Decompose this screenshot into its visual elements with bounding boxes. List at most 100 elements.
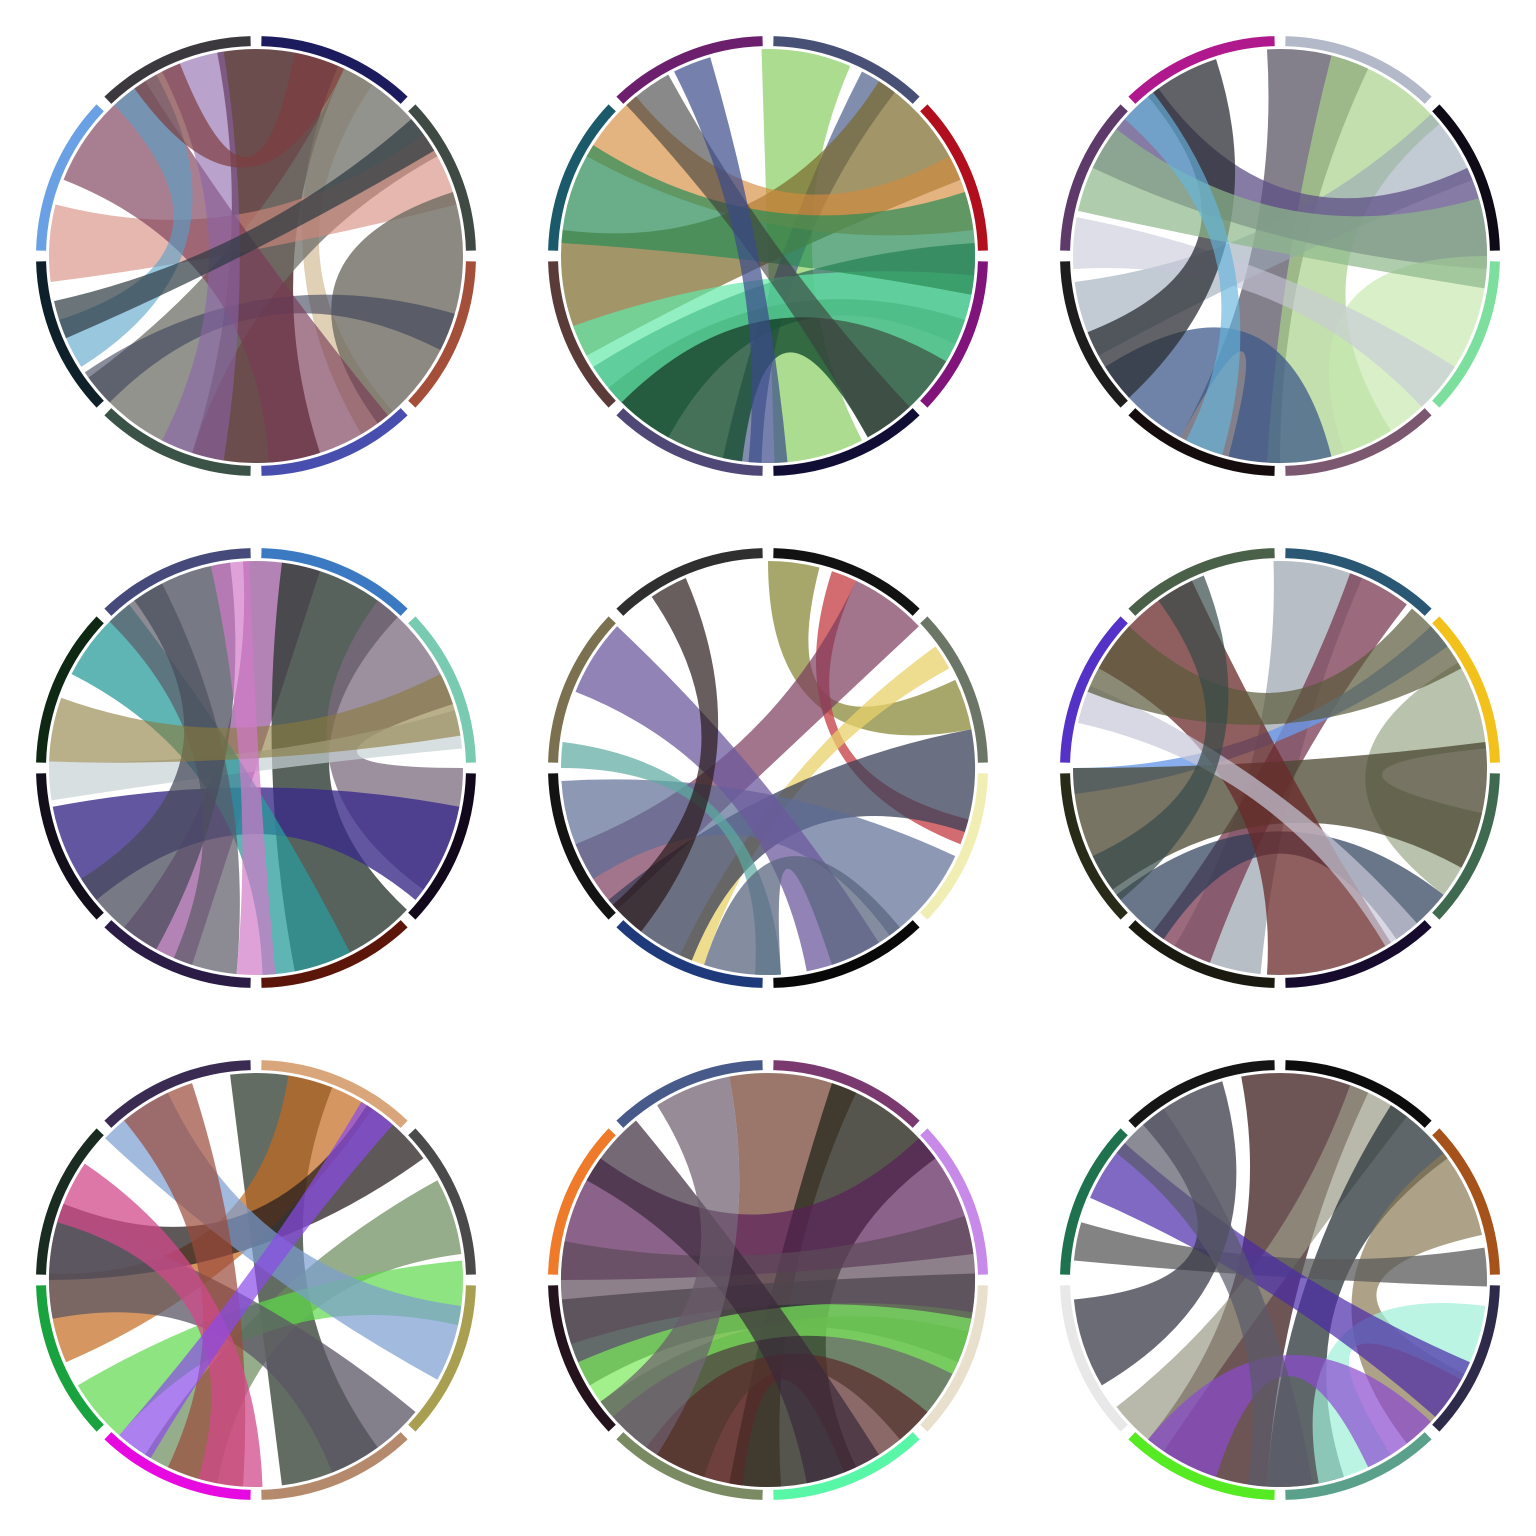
segment-arc-7 — [1060, 1128, 1128, 1275]
segment-arc-2 — [1432, 1128, 1500, 1275]
chord-ribbon-6 — [561, 779, 956, 936]
segment-arc-7 — [548, 1128, 616, 1275]
chord-ribbon-9 — [612, 578, 719, 932]
chord-ribbon-9 — [1087, 608, 1462, 725]
chord-ribbon-8 — [1148, 1355, 1431, 1477]
chord-ribbons — [1073, 48, 1487, 463]
segment-ring — [1060, 548, 1500, 988]
segment-arc-3 — [920, 773, 988, 920]
segment-arc-4 — [773, 1432, 920, 1500]
segment-arc-5 — [1128, 408, 1275, 476]
chord-ribbon-6 — [1073, 217, 1455, 407]
chord-ribbon-8 — [561, 145, 975, 295]
chord-ribbon-9 — [49, 674, 461, 763]
segment-arc-7 — [36, 616, 104, 763]
chord-ribbon-4 — [48, 134, 457, 282]
segment-arc-3 — [408, 1285, 476, 1432]
segment-ring — [548, 36, 988, 476]
segment-arc-6 — [548, 1285, 616, 1432]
segment-ring — [36, 36, 476, 476]
chord-ribbon-10 — [600, 1076, 740, 1455]
segment-arc-4 — [261, 920, 408, 988]
chord-ribbon-3 — [1267, 1105, 1448, 1487]
segment-arc-5 — [616, 1432, 763, 1500]
segment-arc-6 — [36, 261, 104, 408]
chord-ribbons — [1073, 561, 1487, 975]
chord-ribbons — [561, 49, 975, 463]
chord-ribbon-8 — [1077, 685, 1417, 947]
segment-arc-8 — [1128, 36, 1275, 104]
segment-arc-4 — [1285, 408, 1432, 476]
segment-arc-2 — [920, 616, 988, 763]
chord-diagram-svg — [1060, 548, 1500, 988]
chord-diagram-1 — [0, 0, 512, 512]
segment-arc-3 — [1432, 773, 1500, 920]
segment-arc-3 — [408, 773, 476, 920]
segment-arc-7 — [36, 104, 104, 251]
chord-ribbon-5 — [608, 729, 975, 961]
segment-arc-8 — [1128, 548, 1275, 616]
chord-ribbon-9 — [1077, 129, 1487, 289]
segment-arc-3 — [1432, 261, 1500, 408]
segment-arc-1 — [261, 36, 408, 104]
segment-arc-7 — [548, 616, 616, 763]
segment-arc-2 — [408, 616, 476, 763]
segment-arc-3 — [920, 1285, 988, 1432]
chord-ribbon-10 — [1124, 92, 1241, 455]
segment-ring — [548, 1060, 988, 1500]
chord-diagram-svg — [548, 1060, 988, 1500]
chord-ribbon-10 — [674, 57, 788, 463]
chord-ribbon-7 — [109, 583, 240, 975]
chord-ribbon-10 — [119, 1101, 393, 1459]
chord-ribbon-9 — [626, 74, 910, 438]
chord-diagram-3 — [1024, 0, 1536, 512]
chord-ribbons — [48, 49, 464, 464]
chord-diagram-svg — [548, 548, 988, 988]
segment-arc-6 — [1060, 773, 1128, 920]
chord-diagram-svg — [1060, 36, 1500, 476]
segment-arc-1 — [773, 1060, 920, 1128]
segment-arc-4 — [773, 408, 920, 476]
segment-arc-2 — [1432, 616, 1500, 763]
segment-arc-7 — [548, 104, 616, 251]
chord-ribbons — [561, 1073, 975, 1487]
segment-arc-1 — [1285, 548, 1432, 616]
segment-arc-8 — [616, 1060, 763, 1128]
chord-ribbon-10 — [1092, 575, 1229, 900]
chord-ribbon-8 — [561, 1216, 975, 1344]
segment-arc-1 — [1285, 36, 1432, 104]
segment-arc-1 — [1285, 1060, 1432, 1128]
segment-arc-4 — [1285, 920, 1432, 988]
chord-diagram-8 — [512, 1024, 1024, 1536]
segment-arc-5 — [104, 1432, 251, 1500]
segment-ring — [1060, 36, 1500, 476]
segment-arc-4 — [773, 920, 920, 988]
chord-diagram-svg — [36, 36, 476, 476]
segment-arc-1 — [773, 36, 920, 104]
chord-diagram-svg — [36, 1060, 476, 1500]
segment-ring — [548, 548, 988, 988]
chord-ribbons — [48, 1073, 463, 1487]
segment-arc-7 — [1060, 104, 1128, 251]
segment-arc-4 — [1285, 1432, 1432, 1500]
segment-arc-5 — [104, 920, 251, 988]
segment-ring — [1060, 1060, 1500, 1500]
segment-arc-6 — [548, 261, 616, 408]
chord-ribbons — [48, 561, 463, 975]
segment-arc-3 — [408, 261, 476, 408]
chord-ribbon-9 — [57, 1163, 263, 1487]
segment-ring — [36, 548, 476, 988]
segment-arc-3 — [1432, 1285, 1500, 1432]
chord-diagram-svg — [1060, 1060, 1500, 1500]
segment-arc-8 — [1128, 1060, 1275, 1128]
chord-ribbon-4 — [679, 646, 950, 965]
segment-arc-7 — [36, 1128, 104, 1275]
chord-diagram-7 — [0, 1024, 512, 1536]
segment-arc-6 — [548, 773, 616, 920]
segment-arc-5 — [616, 408, 763, 476]
chord-diagram-4 — [0, 512, 512, 1024]
chord-diagram-9 — [1024, 1024, 1536, 1536]
segment-arc-8 — [104, 548, 251, 616]
chord-diagram-2 — [512, 0, 1024, 512]
